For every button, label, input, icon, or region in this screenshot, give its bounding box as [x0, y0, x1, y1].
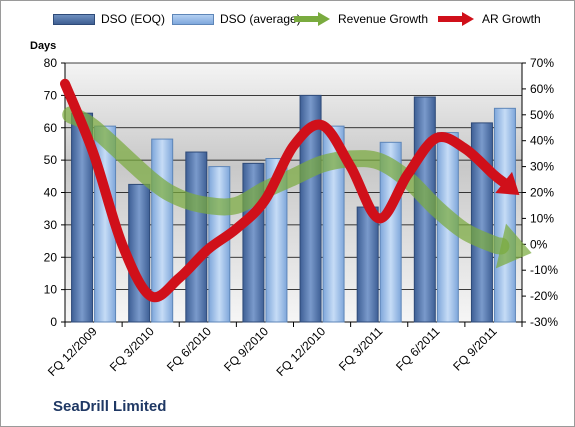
bar-dso-average [493, 107, 516, 323]
y2-tick-label: 40% [530, 134, 554, 148]
x-tick-label: FQ 6/2010 [164, 324, 214, 374]
legend-arrow-ar-growth [438, 12, 474, 26]
legend-label-ar-growth: AR Growth [482, 12, 541, 26]
legend-swatch-dso-average [172, 13, 214, 25]
legend-item-revenue-growth: Revenue Growth [292, 8, 428, 30]
ar-growth-line [60, 78, 509, 303]
bar-dso-eoq [185, 151, 208, 323]
x-tick-label: FQ 3/2010 [107, 324, 157, 374]
revenue-growth-line [62, 106, 510, 255]
y-axis-title: Days [30, 40, 57, 52]
legend-arrow-revenue-growth [294, 12, 330, 26]
y-tick-label: 40 [44, 186, 58, 200]
x-tick-label: FQ 9/2011 [450, 324, 500, 374]
legend-label-dso-average: DSO (average) [220, 12, 301, 26]
legend-item-ar-growth: AR Growth [436, 8, 541, 30]
y2-tick-label: 70% [530, 56, 554, 70]
bar-dso-average [322, 125, 345, 323]
bar-dso-eoq [128, 183, 151, 323]
legend-label-revenue-growth: Revenue Growth [338, 12, 429, 26]
legend-swatch-dso-eoq [53, 13, 95, 25]
y-tick-label: 70 [44, 88, 58, 102]
legend-label-dso-eoq: DSO (EOQ) [101, 12, 166, 26]
legend-item-dso-eoq: DSO (EOQ) [53, 8, 165, 30]
y2-tick-label: 50% [530, 108, 554, 122]
x-tick-label: FQ 3/2011 [336, 324, 386, 374]
y-tick-label: 0 [50, 315, 57, 329]
y-tick-label: 50 [44, 153, 58, 167]
y2-tick-label: 20% [530, 186, 554, 200]
y2-tick-label: -10% [530, 263, 558, 277]
legend-item-dso-average: DSO (average) [172, 8, 301, 30]
bar-dso-eoq [356, 206, 379, 323]
company-name: SeaDrill Limited [53, 398, 167, 415]
y2-tick-label: -20% [530, 289, 558, 303]
y-tick-label: 20 [44, 250, 58, 264]
y2-tick-label: 10% [530, 211, 554, 225]
x-tick-label: FQ 12/2009 [45, 324, 100, 379]
chart-legend: DSO (EOQ) DSO (average) Revenue Growth A… [0, 8, 575, 30]
revenue-growth-arrowhead [495, 223, 532, 269]
y-tick-label: 80 [44, 56, 58, 70]
ar-growth-arrowhead [495, 171, 520, 195]
y-tick-label: 10 [44, 283, 58, 297]
x-tick-label: FQ 9/2010 [221, 324, 271, 374]
y2-tick-label: 60% [530, 82, 554, 96]
y-tick-label: 60 [44, 121, 58, 135]
bar-dso-eoq [299, 94, 322, 323]
x-tick-label: FQ 12/2010 [273, 324, 328, 379]
y-tick-label: 30 [44, 218, 58, 232]
y2-tick-label: -30% [530, 315, 558, 329]
y2-tick-label: 0% [530, 237, 548, 251]
x-tick-label: FQ 6/2011 [393, 324, 443, 374]
y2-tick-label: 30% [530, 160, 554, 174]
